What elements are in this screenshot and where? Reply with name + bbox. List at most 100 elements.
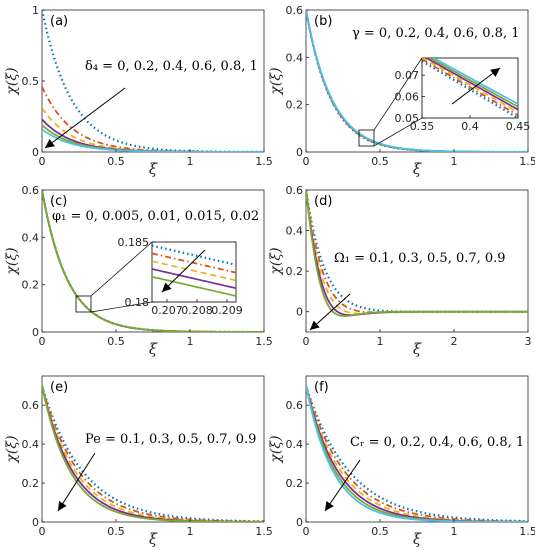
series-line-1 [42,385,264,522]
inset-y-tick-label: 0.05 [395,112,420,125]
inset-series-line-4 [424,58,518,111]
zoom-connector [373,117,423,147]
inset-x-tick-label: 0.35 [410,120,435,133]
panel-c: 0 0.5 1 1.5 0 0.2 0.4 0.6 ξ χ(ξ) (c)φ₁ = 0, 0.005,… [4,184,273,358]
y-axis-label: χ(ξ) [4,247,20,275]
series-line-4 [42,118,264,152]
axes-frame [305,189,529,333]
y-axis-label: χ(ξ) [268,67,284,95]
x-tick-label: 0 [39,525,46,538]
x-tick-label: 1.5 [255,525,273,538]
series-group [42,385,264,522]
series-line-4 [42,385,264,522]
x-tick-label: 0.5 [371,155,389,168]
x-tick-label: 1.5 [255,335,273,348]
x-tick-label: 0.5 [371,525,389,538]
y-tick-label: 0 [296,146,303,159]
inset-b: 0.35 0.4 0.45 0.05 0.06 0.07 [358,57,530,147]
y-tick-label: 0.2 [286,99,304,112]
parameter-annotation: δ₄ = 0, 0.2, 0.4, 0.6, 0.8, 1 [85,59,258,74]
trend-arrow [324,459,361,512]
series-line-5 [306,190,528,317]
series-line-2 [42,385,264,522]
x-tick-label: 1 [451,155,458,168]
x-axis-label: ξ [413,340,422,358]
y-tick-label: 0 [296,516,303,529]
axes-frame [305,9,529,153]
series-line-6 [306,385,528,522]
y-tick-label: 0.6 [22,399,40,412]
x-tick-label: 1 [377,335,384,348]
parameter-annotation: γ = 0, 0.2, 0.4, 0.6, 0.8, 1 [352,26,520,41]
zoom-connector [90,301,153,313]
x-tick-label: 1.5 [519,525,535,538]
axes-frame [305,375,529,523]
series-line-3 [42,385,264,522]
panel-b: 0 0.5 1 1.5 0 0.2 0.4 0.6 ξ χ(ξ) (b) γ = 0, 0.2, 0.… [268,4,535,178]
y-tick-label: 0.4 [22,231,40,244]
inset-y-tick-label: 0.18 [125,296,150,309]
series-group [42,10,264,152]
series-line-6 [42,128,264,152]
y-tick-label: 0.2 [22,477,40,490]
inset-series-line-3 [422,58,518,114]
inset-trend-arrow [451,67,501,105]
x-tick-label: 0 [303,335,310,348]
series-line-1 [306,385,528,522]
inset-series-line-3 [152,260,236,282]
x-tick-label: 1 [187,525,194,538]
x-tick-label: 2 [451,335,458,348]
x-tick-label: 0 [303,155,310,168]
y-tick-label: 0 [32,516,39,529]
panel-tag: (a) [50,14,68,29]
y-tick-label: 0 [32,146,39,159]
y-tick-label: 0.4 [286,438,304,451]
inset-series-line-5 [152,275,236,297]
axes-frame [41,375,265,523]
y-axis-label: χ(ξ) [4,435,20,463]
inset-x-tick-label: 0.208 [181,304,213,317]
x-tick-label: 0 [303,525,310,538]
y-tick-label: 0.2 [286,265,304,278]
panel-tag: (f) [314,380,329,395]
x-tick-label: 1.5 [255,155,273,168]
y-axis-label: χ(ξ) [268,435,284,463]
series-line-6 [306,10,528,152]
x-tick-label: 1 [187,335,194,348]
zoom-source-box [358,129,375,147]
inset-series-line-4 [152,268,236,290]
panel-tag: (e) [50,380,68,395]
x-axis-label: ξ [149,340,158,358]
panel-a: 0 0.5 1 1.5 0 0.5 1 ξ χ(ξ) (a) δ₄ = 0, 0.2, 0.4, 0… [4,4,273,178]
x-tick-label: 1 [451,525,458,538]
series-line-5 [42,385,264,522]
series-group [306,10,528,152]
panel-e: 0 0.5 1 1.5 0 0.2 0.4 0.6 ξ χ(ξ) (e) Pe = 0.1, 0.3,… [4,375,273,548]
x-axis-label: ξ [149,160,158,178]
inset-x-tick-label: 0.209 [211,304,243,317]
series-line-3 [306,385,528,522]
zoom-connector [90,241,153,297]
trend-arrow [57,452,96,512]
y-tick-label: 0.4 [286,225,304,238]
inset-y-tick-label: 0.06 [395,91,420,104]
trend-arrow [44,87,126,149]
panel-tag: (c) [50,194,67,209]
zoom-source-box [75,295,92,313]
series-line-5 [306,385,528,522]
x-tick-label: 1.5 [519,155,535,168]
x-tick-label: 3 [525,335,532,348]
inset-y-tick-label: 0.185 [118,236,150,249]
y-tick-label: 0.5 [22,75,40,88]
x-axis-label: ξ [413,160,422,178]
panel-tag: (d) [314,194,332,209]
panel-tag: (b) [314,14,332,29]
y-tick-label: 0.2 [286,477,304,490]
parameter-annotation: Cᵣ = 0, 0.2, 0.4, 0.6, 0.8, 1 [350,435,524,450]
inset-x-tick-label: 0.207 [151,304,183,317]
series-line-2 [306,385,528,522]
y-tick-label: 0 [32,326,39,339]
series-group [306,385,528,522]
